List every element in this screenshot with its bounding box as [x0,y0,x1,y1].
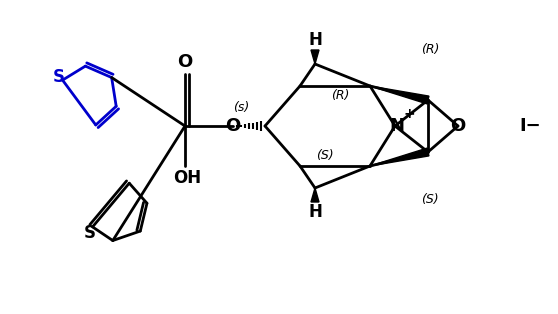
Text: +: + [403,107,415,121]
Polygon shape [311,188,319,202]
Text: (S): (S) [421,192,439,205]
Text: N: N [389,117,405,135]
Text: H: H [308,31,322,49]
Text: O: O [450,117,465,135]
Text: S: S [52,68,65,86]
Text: H: H [308,203,322,221]
Text: OH: OH [173,169,201,187]
Text: S: S [84,224,95,242]
Text: (S): (S) [316,149,334,163]
Text: (R): (R) [331,89,349,102]
Text: O: O [177,53,193,71]
Text: I−: I− [519,117,541,135]
Text: O: O [225,117,240,135]
Polygon shape [311,50,319,64]
Polygon shape [370,86,429,104]
Polygon shape [370,148,429,166]
Text: (s): (s) [233,101,249,115]
Text: (R): (R) [421,42,439,56]
